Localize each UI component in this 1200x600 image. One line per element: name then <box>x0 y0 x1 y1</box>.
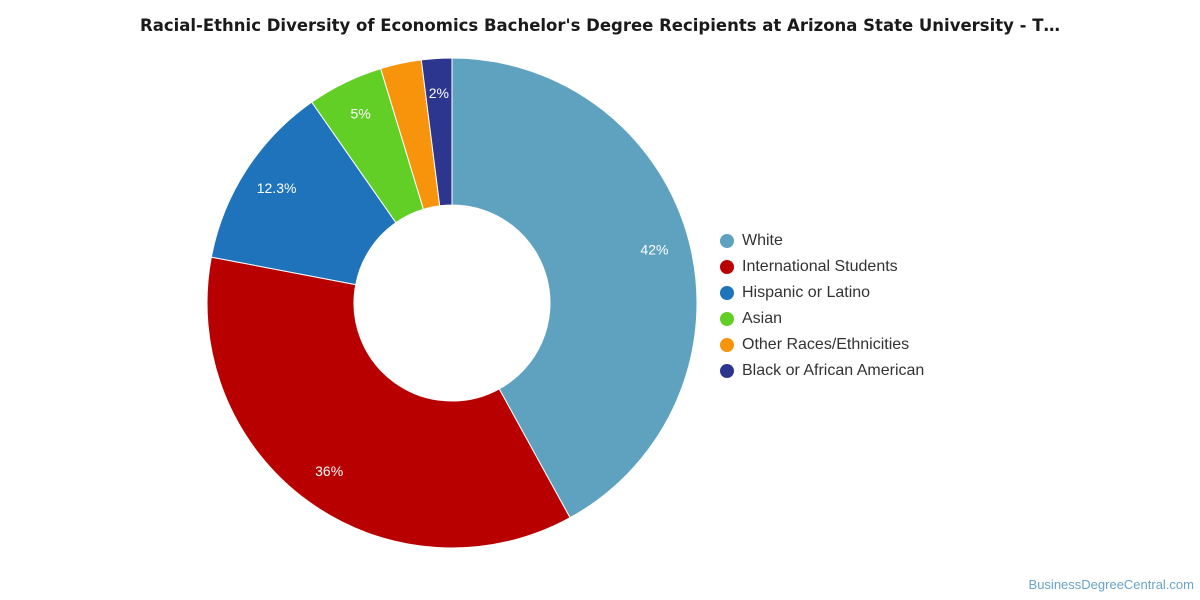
slice-international-students[interactable] <box>206 256 571 549</box>
legend-swatch-icon <box>720 312 734 326</box>
slice-label-hispanic-or-latino: 12.3% <box>257 180 297 196</box>
slice-label-international-students: 36% <box>315 463 343 479</box>
slice-white[interactable] <box>451 57 698 519</box>
legend-item-other-races-ethnicities[interactable]: Other Races/Ethnicities <box>720 332 924 358</box>
legend-item-black-or-african-american[interactable]: Black or African American <box>720 358 924 384</box>
legend-item-asian[interactable]: Asian <box>720 306 924 332</box>
legend-item-international-students[interactable]: International Students <box>720 254 924 280</box>
chart-title: Racial-Ethnic Diversity of Economics Bac… <box>139 16 1060 35</box>
legend-label: Other Races/Ethnicities <box>742 336 910 353</box>
legend-swatch-icon <box>720 338 734 352</box>
watermark: BusinessDegreeCentral.com <box>1028 577 1194 592</box>
legend-swatch-icon <box>720 260 734 274</box>
chart-legend: White International Students Hispanic or L… <box>720 228 924 384</box>
legend-item-hispanic-or-latino[interactable]: Hispanic or Latino <box>720 280 924 306</box>
legend-label: Asian <box>742 310 783 327</box>
legend-swatch-icon <box>720 364 734 378</box>
legend-item-white[interactable]: White <box>720 228 924 254</box>
slice-label-black-or-african-american: 2% <box>429 85 449 101</box>
legend-swatch-icon <box>720 286 734 300</box>
slice-label-white: 42% <box>640 242 668 258</box>
slice-label-asian: 5% <box>351 106 371 122</box>
legend-label: Hispanic or Latino <box>742 284 871 301</box>
legend-label: White <box>742 232 783 249</box>
legend-label: Black or African American <box>742 362 925 379</box>
legend-label: International Students <box>742 258 898 275</box>
slice-hispanic-or-latino[interactable] <box>210 101 397 286</box>
slice-black-or-african-american[interactable] <box>420 57 453 207</box>
legend-swatch-icon <box>720 234 734 248</box>
